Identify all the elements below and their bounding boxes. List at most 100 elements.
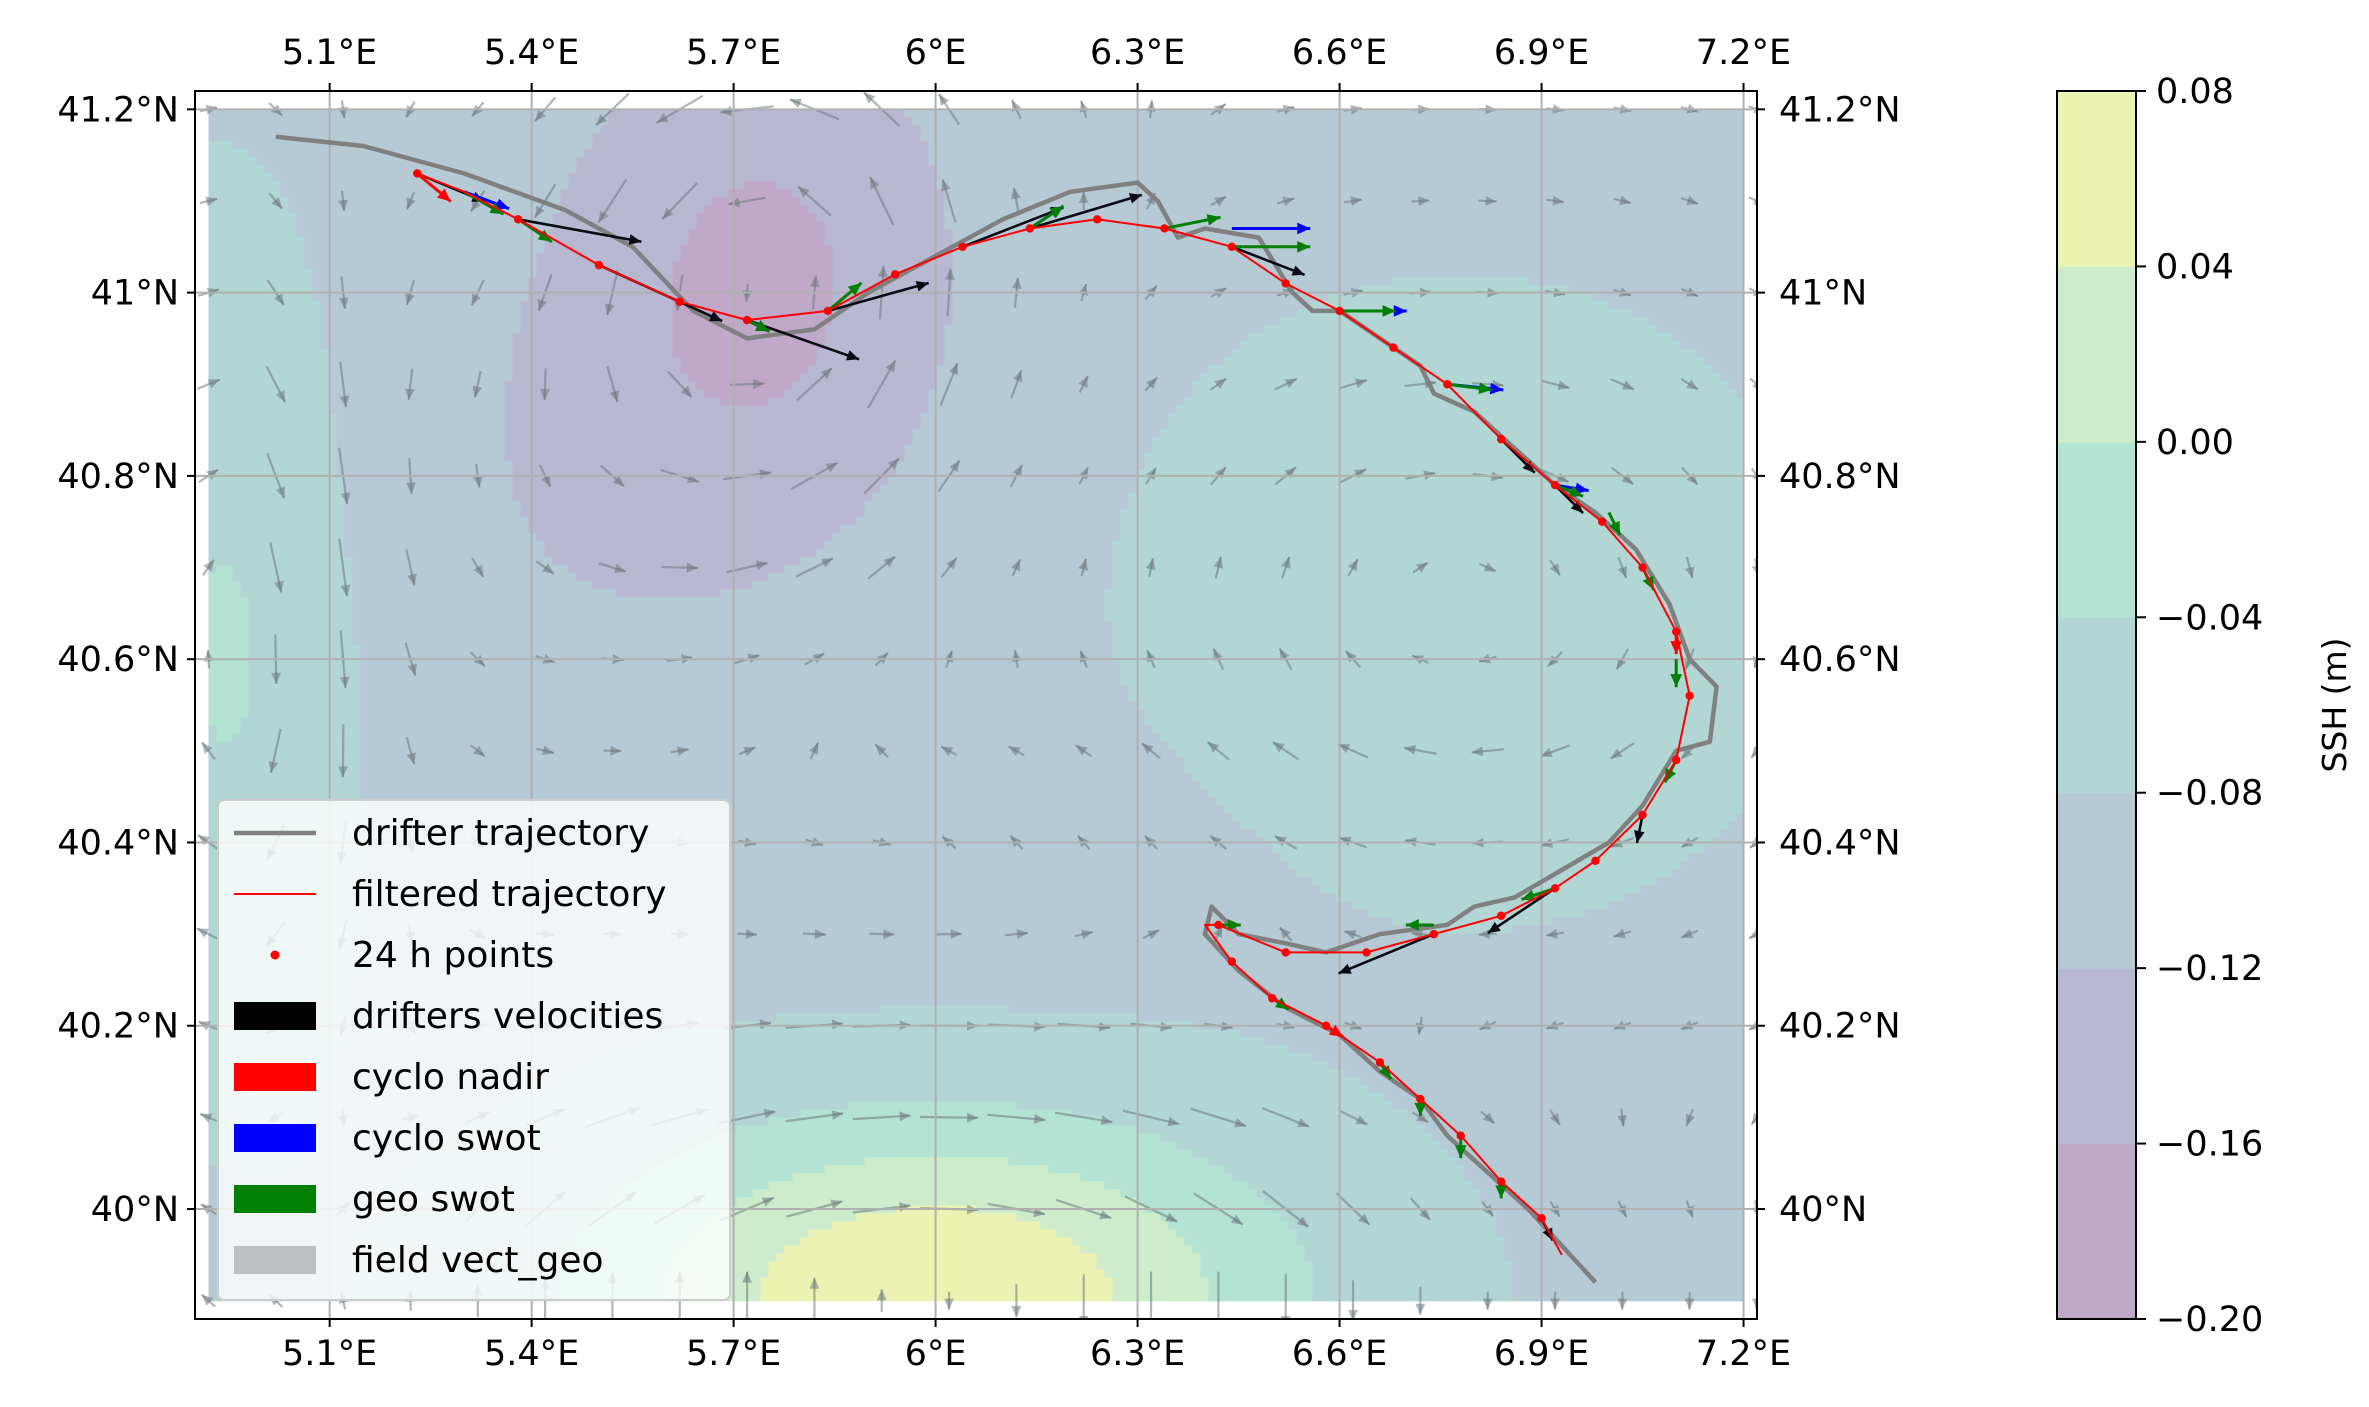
- ssh-cell: [424, 677, 433, 686]
- ssh-cell: [280, 365, 289, 374]
- ssh-cell: [296, 557, 305, 566]
- ssh-cell: [224, 749, 233, 758]
- ssh-cell: [232, 397, 241, 406]
- ssh-cell: [456, 573, 465, 582]
- ssh-cell: [216, 717, 225, 726]
- ssh-cell: [280, 357, 289, 366]
- ssh-cell: [360, 693, 369, 702]
- ssh-cell: [464, 581, 473, 590]
- ssh-cell: [248, 245, 257, 254]
- ssh-cell: [304, 373, 313, 382]
- ssh-cell: [248, 293, 257, 302]
- ssh-cell: [464, 437, 473, 446]
- ssh-cell: [264, 733, 273, 742]
- ssh-cell: [416, 421, 425, 430]
- ssh-cell: [440, 109, 449, 118]
- ssh-cell: [464, 445, 473, 454]
- ssh-cell: [312, 149, 321, 158]
- ssh-cell: [416, 533, 425, 542]
- ssh-cell: [360, 621, 369, 630]
- ssh-cell: [464, 509, 473, 518]
- ssh-cell: [344, 773, 353, 782]
- ssh-cell: [208, 1045, 217, 1054]
- ssh-cell: [392, 501, 401, 510]
- ssh-cell: [464, 109, 473, 118]
- ssh-cell: [360, 461, 369, 470]
- ssh-cell: [392, 597, 401, 606]
- ssh-cell: [448, 437, 457, 446]
- ssh-cell: [264, 629, 273, 638]
- ssh-cell: [448, 309, 457, 318]
- ssh-cell: [312, 405, 321, 414]
- ssh-cell: [408, 301, 417, 310]
- ssh-cell: [208, 1261, 217, 1270]
- ssh-cell: [432, 549, 441, 558]
- ssh-cell: [448, 533, 457, 542]
- ssh-cell: [440, 269, 449, 278]
- ssh-cell: [448, 589, 457, 598]
- ssh-cell: [208, 1269, 217, 1278]
- ssh-cell: [448, 117, 457, 126]
- ssh-cell: [320, 701, 329, 710]
- ssh-cell: [448, 413, 457, 422]
- ssh-cell: [264, 413, 273, 422]
- ssh-cell: [288, 581, 297, 590]
- ssh-cell: [224, 461, 233, 470]
- ssh-cell: [360, 573, 369, 582]
- ssh-cell: [360, 445, 369, 454]
- ssh-cell: [368, 493, 377, 502]
- ssh-cell: [288, 141, 297, 150]
- ssh-cell: [216, 573, 225, 582]
- ssh-cell: [464, 293, 473, 302]
- ssh-cell: [304, 645, 313, 654]
- ssh-cell: [272, 165, 281, 174]
- ssh-cell: [360, 349, 369, 358]
- ssh-cell: [208, 453, 217, 462]
- ssh-cell: [304, 693, 313, 702]
- ssh-cell: [416, 109, 425, 118]
- ssh-cell: [456, 637, 465, 646]
- ssh-cell: [432, 301, 441, 310]
- ssh-cell: [304, 709, 313, 718]
- ssh-cell: [264, 133, 273, 142]
- ssh-cell: [376, 573, 385, 582]
- ssh-cell: [280, 653, 289, 662]
- ssh-cell: [344, 749, 353, 758]
- ssh-cell: [280, 413, 289, 422]
- ssh-cell: [392, 157, 401, 166]
- ssh-cell: [376, 717, 385, 726]
- ssh-cell: [416, 309, 425, 318]
- ssh-cell: [320, 565, 329, 574]
- ssh-cell: [208, 813, 217, 822]
- ssh-cell: [224, 501, 233, 510]
- ssh-cell: [304, 189, 313, 198]
- ssh-cell: [384, 157, 393, 166]
- ssh-cell: [392, 333, 401, 342]
- ssh-cell: [288, 429, 297, 438]
- ssh-cell: [392, 525, 401, 534]
- ssh-cell: [216, 661, 225, 670]
- ssh-cell: [240, 141, 249, 150]
- ssh-cell: [432, 677, 441, 686]
- ssh-cell: [216, 621, 225, 630]
- ssh-cell: [456, 341, 465, 350]
- ssh-cell: [472, 453, 481, 462]
- ssh-cell: [360, 485, 369, 494]
- ssh-cell: [288, 693, 297, 702]
- ssh-cell: [360, 365, 369, 374]
- ssh-cell: [240, 109, 249, 118]
- ssh-cell: [344, 477, 353, 486]
- ssh-cell: [456, 157, 465, 166]
- ssh-cell: [312, 109, 321, 118]
- ssh-cell: [424, 133, 433, 142]
- ssh-cell: [272, 781, 281, 790]
- ssh-cell: [272, 189, 281, 198]
- ssh-cell: [208, 917, 217, 926]
- ssh-cell: [280, 373, 289, 382]
- ssh-cell: [208, 1253, 217, 1262]
- ssh-cell: [280, 445, 289, 454]
- ssh-cell: [416, 597, 425, 606]
- ssh-cell: [320, 413, 329, 422]
- ssh-cell: [400, 125, 409, 134]
- ssh-cell: [464, 237, 473, 246]
